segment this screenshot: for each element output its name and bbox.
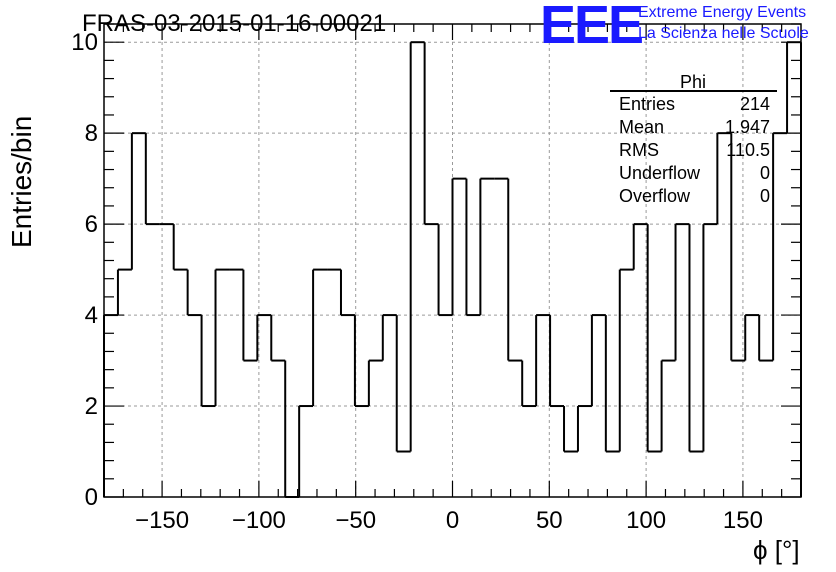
stat-underflow-label: Underflow: [619, 163, 701, 183]
x-tick-label: −150: [135, 507, 189, 534]
logo-subtitle-line1: Extreme Energy Events: [638, 4, 807, 21]
x-axis-label: ϕ [°]: [753, 535, 800, 565]
y-tick-label: 4: [85, 302, 98, 329]
x-tick-label: 50: [536, 507, 563, 534]
logo-subtitle-line2: La Scienza nelle Scuole: [638, 25, 809, 42]
stats-title: Phi: [680, 72, 707, 92]
stat-rms-label: RMS: [619, 140, 659, 160]
stat-mean-label: Mean: [619, 117, 665, 137]
x-tick-label: 150: [723, 507, 763, 534]
x-tick-label: −50: [335, 507, 376, 534]
stat-entries-value: 214: [739, 94, 770, 114]
y-tick-label: 2: [85, 393, 98, 420]
x-tick-label: 100: [626, 507, 666, 534]
x-tick-label: 0: [446, 507, 459, 534]
stat-underflow-value: 0: [759, 163, 770, 183]
stat-mean-value: 1.947: [724, 117, 770, 137]
stat-rms-value: 110.5: [726, 140, 770, 160]
y-tick-label: 6: [85, 211, 98, 238]
y-tick-label: 0: [85, 484, 98, 511]
stat-overflow-value: 0: [759, 186, 770, 206]
y-tick-label: 10: [71, 29, 98, 56]
x-tick-label: −100: [232, 507, 286, 534]
eee-logo: EEE: [540, 0, 644, 55]
y-tick-label: 8: [85, 120, 98, 147]
chart-title: FRAS-03-2015-01-16-00021: [82, 10, 387, 37]
y-axis-label: Entries/bin: [6, 115, 37, 248]
stat-overflow-label: Overflow: [619, 186, 691, 206]
stat-entries-label: Entries: [619, 94, 676, 114]
